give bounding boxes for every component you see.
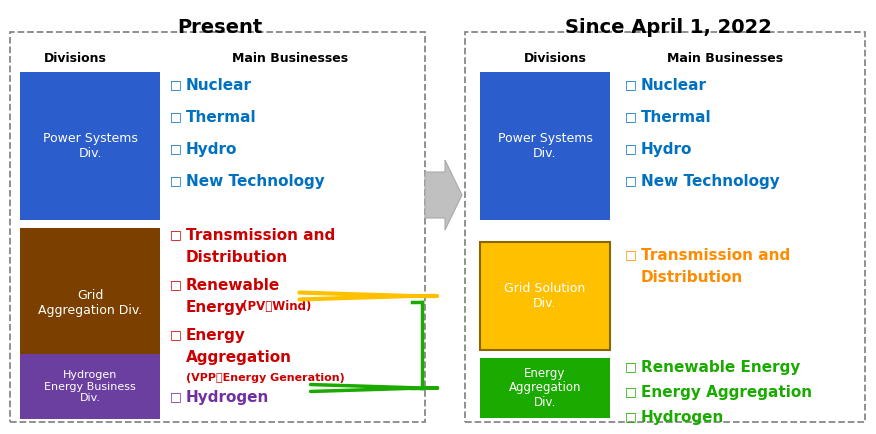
- Text: Grid
Aggregation Div.: Grid Aggregation Div.: [38, 289, 142, 317]
- Text: Hydro: Hydro: [641, 142, 692, 157]
- Text: Thermal: Thermal: [186, 110, 257, 125]
- Text: Power Systems
Div.: Power Systems Div.: [43, 132, 138, 160]
- Text: Divisions: Divisions: [44, 52, 107, 65]
- Text: □: □: [625, 174, 637, 187]
- Text: Power Systems
Div.: Power Systems Div.: [498, 132, 592, 160]
- Text: Transmission and: Transmission and: [641, 248, 790, 263]
- Text: □: □: [170, 78, 181, 91]
- Text: New Technology: New Technology: [186, 174, 325, 189]
- Text: Renewable: Renewable: [186, 278, 280, 293]
- Bar: [20, 354, 160, 419]
- Text: Nuclear: Nuclear: [186, 78, 252, 93]
- Text: Transmission and: Transmission and: [186, 228, 336, 243]
- Text: Thermal: Thermal: [641, 110, 711, 125]
- Text: (PV・Wind): (PV・Wind): [238, 300, 311, 313]
- Bar: [480, 358, 610, 418]
- Text: □: □: [170, 390, 181, 403]
- Text: □: □: [170, 110, 181, 123]
- Polygon shape: [425, 160, 462, 230]
- Text: Main Businesses: Main Businesses: [667, 52, 783, 65]
- Text: Distribution: Distribution: [641, 270, 743, 285]
- Text: Energy: Energy: [186, 328, 246, 343]
- Text: Aggregation: Aggregation: [186, 350, 292, 365]
- Text: □: □: [625, 110, 637, 123]
- Text: □: □: [625, 78, 637, 91]
- Bar: [20, 228, 160, 378]
- Bar: [465, 32, 865, 422]
- Text: □: □: [625, 360, 637, 373]
- Bar: [20, 72, 160, 220]
- Text: Main Businesses: Main Businesses: [232, 52, 348, 65]
- Text: Grid Solution
Div.: Grid Solution Div.: [505, 282, 586, 310]
- Text: □: □: [625, 385, 637, 398]
- Text: □: □: [625, 248, 637, 261]
- Text: Distribution: Distribution: [186, 250, 288, 265]
- Text: Hydro: Hydro: [186, 142, 237, 157]
- Text: Renewable Energy: Renewable Energy: [641, 360, 801, 375]
- Text: □: □: [170, 278, 181, 291]
- Text: □: □: [170, 142, 181, 155]
- Text: Hydrogen
Energy Business
Div.: Hydrogen Energy Business Div.: [44, 370, 136, 403]
- Text: □: □: [170, 174, 181, 187]
- Text: Divisions: Divisions: [524, 52, 586, 65]
- Text: □: □: [625, 142, 637, 155]
- Text: Energy
Aggregation
Div.: Energy Aggregation Div.: [509, 366, 582, 410]
- Text: Energy Aggregation: Energy Aggregation: [641, 385, 812, 400]
- Text: (VPP・Energy Generation): (VPP・Energy Generation): [186, 373, 345, 383]
- Bar: [480, 242, 610, 350]
- Bar: [480, 72, 610, 220]
- Text: Present: Present: [177, 18, 263, 37]
- Text: Hydrogen: Hydrogen: [186, 390, 270, 405]
- Text: □: □: [170, 328, 181, 341]
- Text: □: □: [170, 228, 181, 241]
- Text: □: □: [625, 410, 637, 423]
- Text: Since April 1, 2022: Since April 1, 2022: [564, 18, 772, 37]
- Text: Hydrogen: Hydrogen: [641, 410, 724, 425]
- Text: New Technology: New Technology: [641, 174, 780, 189]
- Text: Energy: Energy: [186, 300, 246, 315]
- Bar: [10, 32, 425, 422]
- Text: Nuclear: Nuclear: [641, 78, 707, 93]
